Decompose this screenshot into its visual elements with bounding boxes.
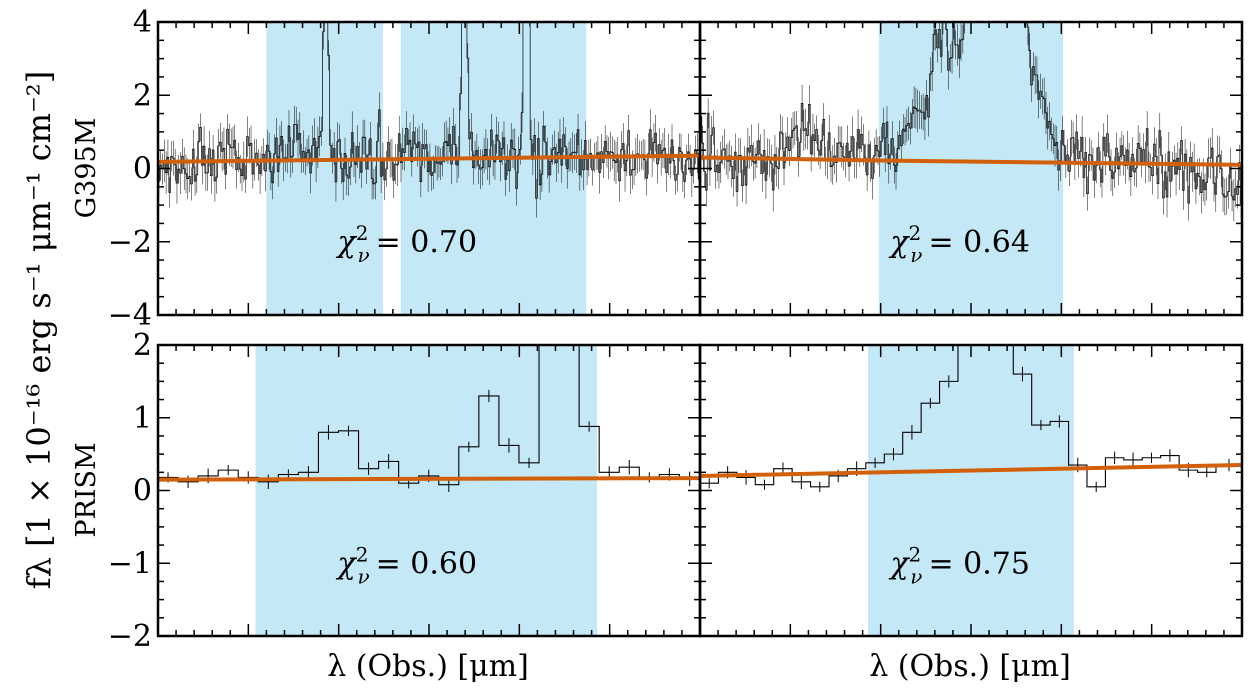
y-tick-label: −2 <box>108 619 152 654</box>
y-tick-label: 4 <box>133 5 152 40</box>
fit-line <box>700 155 1242 167</box>
chi-superscript: 2 <box>356 542 369 566</box>
chi-symbol: χ <box>888 225 910 260</box>
y-tick-label: 2 <box>133 78 152 113</box>
shaded-region-0 <box>255 345 598 636</box>
y-tick-label: 0 <box>133 474 152 509</box>
chi-symbol: χ <box>888 546 910 581</box>
y-tick-label: −2 <box>108 225 152 260</box>
chi-value: = 0.75 <box>928 546 1029 581</box>
fit-line <box>158 153 700 164</box>
panel-ticks <box>699 21 1243 316</box>
chi-subscript: ν <box>910 564 922 588</box>
x-axis-label-right: λ (Obs.) [μm] <box>869 649 1071 684</box>
panel-plot-area <box>158 22 700 315</box>
x-axis-label-left: λ (Obs.) [μm] <box>327 649 529 684</box>
chi-superscript: 2 <box>356 221 369 245</box>
chi-value: = 0.60 <box>376 546 477 581</box>
spectrum-line <box>700 22 1242 204</box>
panel-ticks <box>157 21 701 316</box>
y-tick-label: 2 <box>133 328 152 363</box>
row-label-g395m: G395M <box>71 118 102 219</box>
chi-symbol: χ <box>336 225 358 260</box>
spectrum-line <box>158 22 700 199</box>
error-bars <box>708 366 1230 492</box>
chi-value: = 0.70 <box>376 225 477 260</box>
chi-symbol: χ <box>336 546 358 581</box>
panel-ticks <box>157 344 701 637</box>
panel-plot-area <box>700 345 1242 636</box>
fit-line <box>700 463 1242 478</box>
chi-superscript: 2 <box>909 542 922 566</box>
chi-square-annotation: χ2 ν = 0.60 <box>336 542 478 588</box>
chi-square-annotation: χ2 ν = 0.75 <box>888 542 1030 588</box>
chi-superscript: 2 <box>909 221 922 245</box>
panel-PRISM-right: χ2 ν = 0.75 <box>698 343 1244 638</box>
chi-subscript: ν <box>357 243 369 267</box>
shaded-region-0 <box>868 345 1074 636</box>
chi-square-annotation: χ2 ν = 0.64 <box>888 221 1030 267</box>
y-tick-label: 1 <box>133 401 152 436</box>
y-axis-label: fλ [1 × 10⁻¹⁶ erg s⁻¹ μm⁻¹ cm⁻²] <box>20 71 58 589</box>
panel-plot-area <box>158 345 700 636</box>
shaded-region-0 <box>878 22 1064 315</box>
fit-line <box>158 476 700 482</box>
panel-plot-area <box>700 22 1242 315</box>
y-tick-label: 0 <box>133 152 152 187</box>
chi-value: = 0.64 <box>928 225 1029 260</box>
y-tick-label: −1 <box>108 546 152 581</box>
row-label-prism: PRISM <box>71 442 102 537</box>
shaded-region-0 <box>266 22 383 315</box>
panel-ticks <box>699 344 1243 637</box>
panel-G395M-right: χ2 ν = 0.64 <box>698 20 1244 317</box>
y-tick-label: −4 <box>108 298 152 333</box>
chi-subscript: ν <box>357 564 369 588</box>
chi-square-annotation: χ2 ν = 0.70 <box>336 221 478 267</box>
chi-subscript: ν <box>910 243 922 267</box>
